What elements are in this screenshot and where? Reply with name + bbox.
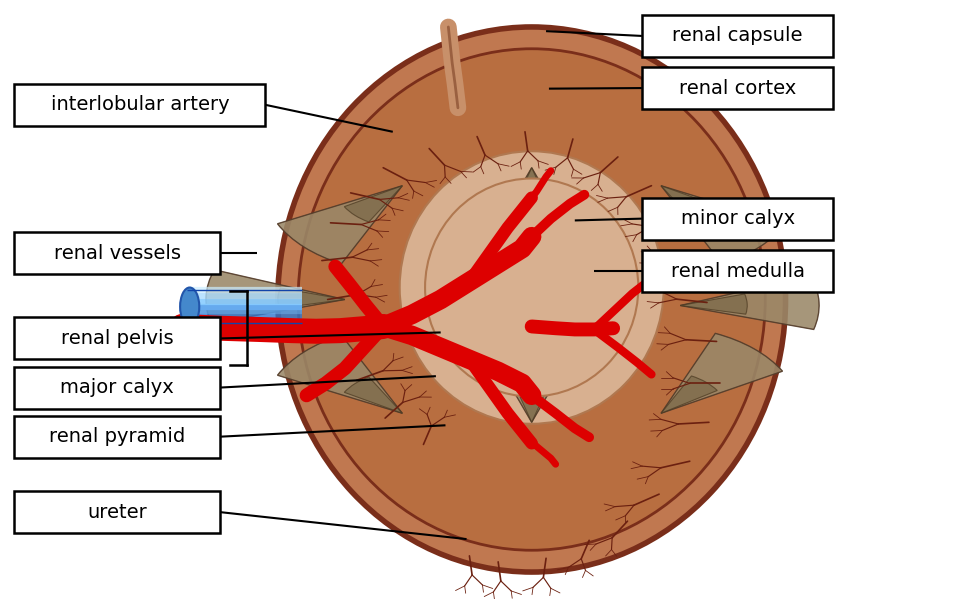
Wedge shape xyxy=(278,335,402,413)
FancyBboxPatch shape xyxy=(642,15,833,57)
Text: renal medulla: renal medulla xyxy=(671,262,805,281)
Wedge shape xyxy=(484,168,580,255)
Wedge shape xyxy=(513,380,550,422)
Ellipse shape xyxy=(180,288,199,326)
Text: major calyx: major calyx xyxy=(60,378,174,397)
Wedge shape xyxy=(661,376,718,413)
Wedge shape xyxy=(661,186,719,222)
Ellipse shape xyxy=(298,49,765,550)
Wedge shape xyxy=(661,186,786,264)
Ellipse shape xyxy=(278,27,786,572)
Text: renal pelvis: renal pelvis xyxy=(61,329,173,348)
Ellipse shape xyxy=(399,151,664,424)
Wedge shape xyxy=(206,270,345,323)
Wedge shape xyxy=(680,276,819,329)
FancyBboxPatch shape xyxy=(14,491,220,533)
Wedge shape xyxy=(484,335,580,422)
FancyBboxPatch shape xyxy=(642,198,833,240)
Text: renal cortex: renal cortex xyxy=(679,78,796,98)
Wedge shape xyxy=(680,294,747,314)
FancyBboxPatch shape xyxy=(14,317,220,359)
Text: minor calyx: minor calyx xyxy=(680,209,795,228)
Wedge shape xyxy=(661,334,783,413)
FancyBboxPatch shape xyxy=(14,232,220,274)
Wedge shape xyxy=(344,377,402,413)
Text: renal pyramid: renal pyramid xyxy=(49,427,186,446)
Ellipse shape xyxy=(425,179,638,397)
Text: renal vessels: renal vessels xyxy=(54,244,181,263)
Wedge shape xyxy=(278,186,402,264)
FancyBboxPatch shape xyxy=(14,416,220,458)
FancyBboxPatch shape xyxy=(642,250,833,292)
FancyBboxPatch shape xyxy=(14,367,220,409)
Wedge shape xyxy=(278,288,345,308)
Text: interlobular artery: interlobular artery xyxy=(51,95,229,114)
Wedge shape xyxy=(513,168,550,210)
Text: renal capsule: renal capsule xyxy=(673,26,803,46)
FancyBboxPatch shape xyxy=(642,67,833,109)
FancyBboxPatch shape xyxy=(14,84,265,126)
Text: ureter: ureter xyxy=(87,503,148,522)
Wedge shape xyxy=(344,186,402,222)
